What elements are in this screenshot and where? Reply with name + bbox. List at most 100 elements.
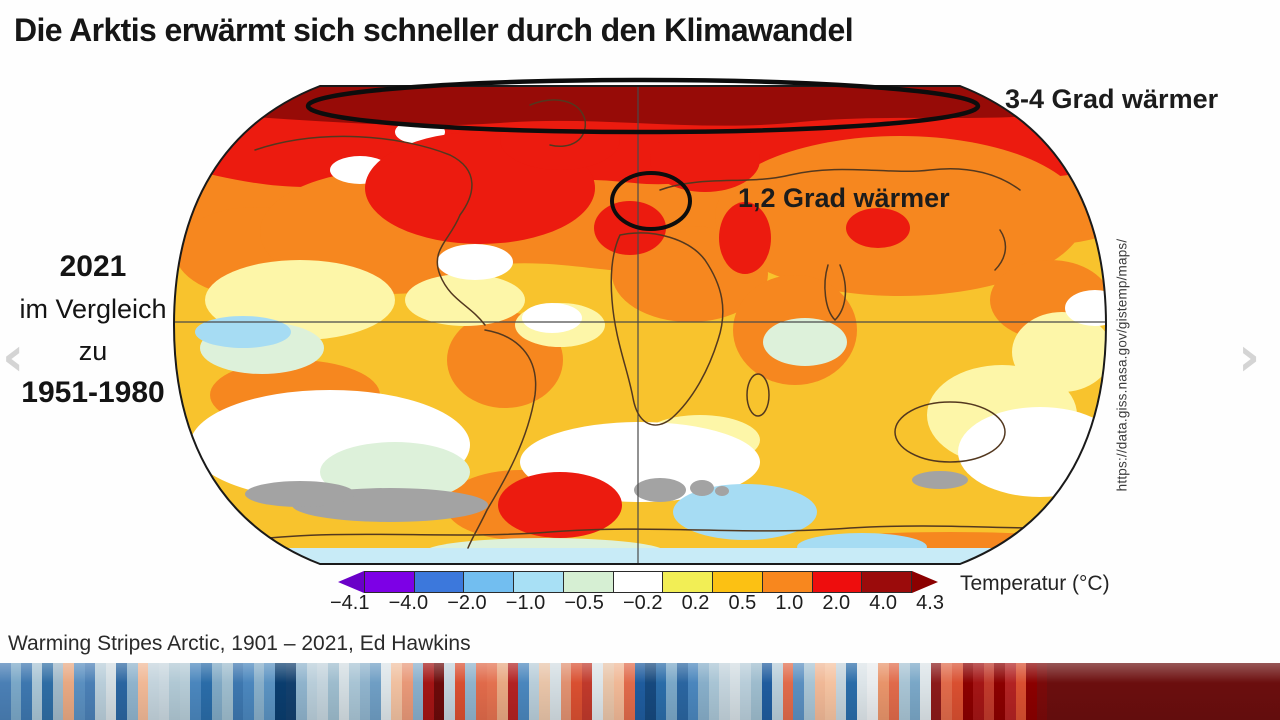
warming-stripe [190,663,201,720]
colorbar-segment [862,572,912,592]
europe-annotation: 1,2 Grad wärmer [738,183,950,213]
warming-stripe [222,663,233,720]
warming-stripe [338,663,350,720]
warming-stripe [655,663,667,720]
warming-stripe [1047,663,1058,720]
warming-stripe [200,663,212,720]
warming-stripe [179,663,191,720]
warming-stripe [105,663,117,720]
warming-stripe [846,663,857,720]
colorbar-tick: 1.0 [775,592,804,614]
warming-stripe [327,663,339,720]
prev-slide-chevron-icon[interactable]: ‹ [2,325,25,388]
warming-stripe [148,663,159,720]
warming-stripe [867,663,878,720]
colorbar-tick: 4.0 [869,592,898,614]
warming-stripe [306,663,318,720]
colorbar-tick: −0.2 [622,592,663,614]
warming-stripe [296,663,307,720]
warming-stripe [814,663,826,720]
warming-stripe [1258,663,1270,720]
colorbar-segments [364,571,912,593]
warming-stripe [52,663,64,720]
warming-stripe [232,663,244,720]
warming-stripe [1227,663,1238,720]
warming-stripe [1184,663,1196,720]
warming-stripe [507,663,519,720]
warming-stripe [465,663,477,720]
arctic-annotation: 3-4 Grad wärmer [1005,84,1219,114]
comparison-text-1: im Vergleich [19,294,167,324]
colorbar-tick: −1.0 [505,592,546,614]
warming-stripe [645,663,656,720]
warming-stripe [454,663,466,720]
warming-stripes [0,663,1280,720]
colorbar-unit-label: Temperatur (°C) [960,572,1110,595]
next-slide-chevron-icon[interactable]: › [1238,325,1261,388]
arctic-highlight-ellipse [305,77,981,135]
warming-stripe [708,663,720,720]
warming-stripe [751,663,762,720]
warming-stripe [95,663,106,720]
stripes-caption: Warming Stripes Arctic, 1901 – 2021, Ed … [8,632,471,655]
warming-stripe [1026,663,1037,720]
warming-stripe [63,663,75,720]
colorbar-tick: 2.0 [822,592,851,614]
warming-stripe [803,663,815,720]
colorbar-tick: −0.5 [564,592,604,614]
warming-stripe [253,663,265,720]
colorbar-tick: −4.0 [388,592,429,614]
warming-stripe [1269,663,1280,720]
colorbar-tick: 0.5 [728,592,757,614]
warming-stripe [497,663,508,720]
warming-stripe [423,663,434,720]
warming-stripe [359,663,371,720]
warming-stripe [1142,663,1154,720]
warming-stripe [1216,663,1228,720]
warming-stripe [825,663,836,720]
comparison-baseline: 1951-1980 [21,376,165,409]
warming-stripe [624,663,635,720]
warming-stripe [1015,663,1027,720]
warming-stripe [687,663,699,720]
warming-stripe [275,663,286,720]
warming-stripe [877,663,889,720]
colorbar-segment [762,572,813,592]
warming-stripe [285,663,297,720]
warming-stripe [1036,663,1048,720]
warming-stripe [1100,663,1111,720]
warming-stripe [973,663,984,720]
warming-stripe [666,663,677,720]
colorbar-segment [365,572,415,592]
warming-stripe [1174,663,1185,720]
warming-stripe [126,663,138,720]
warming-stripe [1121,663,1132,720]
colorbar-tick: 0.2 [681,592,710,614]
colorbar-tick: −2.0 [447,592,487,614]
data-source-url: https://data.giss.nasa.gov/gistemp/maps/ [1114,238,1130,492]
warming-stripe [1057,663,1069,720]
warming-stripe [433,663,445,720]
colorbar-segment [563,572,614,592]
warming-stripe [994,663,1005,720]
europe-highlight-ellipse [610,171,692,231]
warming-stripe [1004,663,1016,720]
warming-stripe [1237,663,1249,720]
warming-stripe [21,663,32,720]
warming-stripe [1248,663,1259,720]
warming-stripe [211,663,223,720]
warming-stripe [740,663,752,720]
colorbar-right-arrow [912,571,938,593]
warming-stripe [412,663,424,720]
colorbar-tick: −4.1 [330,592,370,614]
warming-stripe [613,663,625,720]
coastlines [249,99,1091,549]
warming-stripe [42,663,53,720]
warming-stripe [888,663,900,720]
warming-stripe [930,663,942,720]
warming-stripe [169,663,180,720]
warming-stripe [719,663,730,720]
warming-stripe [983,663,995,720]
colorbar-segment [464,572,515,592]
